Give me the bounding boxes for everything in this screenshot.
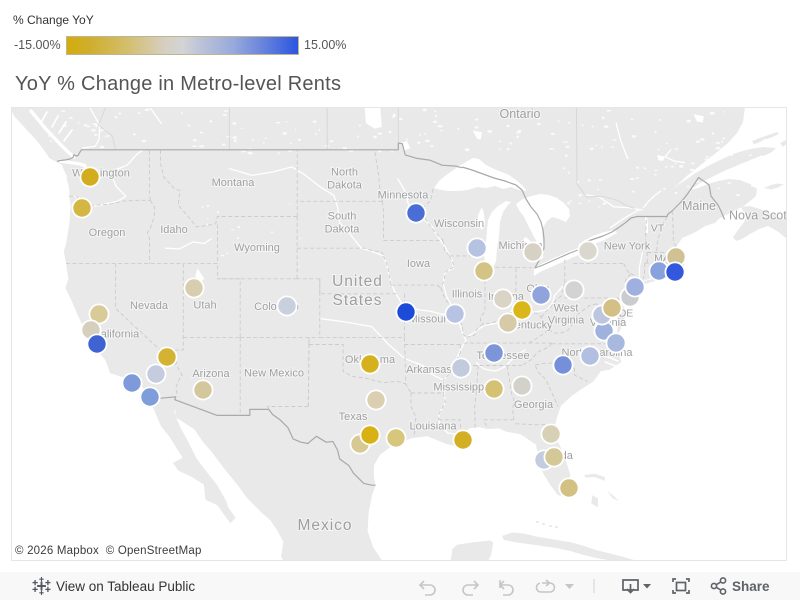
svg-text:Virginia: Virginia — [548, 315, 585, 327]
svg-text:Mexico: Mexico — [297, 517, 352, 534]
svg-text:Mississippi: Mississippi — [433, 382, 486, 394]
svg-text:Georgia: Georgia — [514, 399, 554, 411]
svg-text:States: States — [333, 292, 383, 309]
svg-text:New York: New York — [604, 241, 651, 253]
svg-text:Wisconsin: Wisconsin — [434, 218, 484, 230]
svg-text:Texas: Texas — [339, 411, 368, 423]
svg-text:Arkansas: Arkansas — [406, 364, 452, 376]
svg-text:Iowa: Iowa — [407, 258, 431, 270]
svg-text:United: United — [332, 273, 383, 290]
svg-text:Illinois: Illinois — [452, 289, 483, 301]
svg-text:Arizona: Arizona — [192, 368, 230, 380]
svg-text:Wyoming: Wyoming — [234, 242, 280, 254]
svg-text:Missouri: Missouri — [409, 314, 450, 326]
svg-text:South: South — [328, 211, 357, 223]
svg-text:Dakota: Dakota — [325, 224, 361, 236]
svg-text:Utah: Utah — [193, 300, 216, 312]
svg-text:Oregon: Oregon — [89, 227, 126, 239]
svg-text:Montana: Montana — [212, 177, 256, 189]
svg-text:West: West — [554, 303, 579, 315]
svg-text:Maine: Maine — [682, 199, 716, 213]
svg-text:VT: VT — [651, 223, 665, 235]
svg-text:View on Tableau Public: View on Tableau Public — [56, 579, 195, 594]
svg-text:Nova Scotia: Nova Scotia — [729, 209, 786, 223]
svg-text:Dakota: Dakota — [327, 180, 363, 192]
svg-text:Idaho: Idaho — [160, 224, 188, 236]
svg-text:Nevada: Nevada — [130, 300, 169, 312]
svg-text:Share: Share — [732, 579, 770, 594]
svg-text:Minnesota: Minnesota — [378, 190, 430, 202]
svg-text:Louisiana: Louisiana — [409, 421, 457, 433]
svg-text:New Mexico: New Mexico — [244, 368, 304, 380]
svg-text:North: North — [331, 167, 358, 179]
svg-text:Ontario: Ontario — [500, 108, 541, 121]
